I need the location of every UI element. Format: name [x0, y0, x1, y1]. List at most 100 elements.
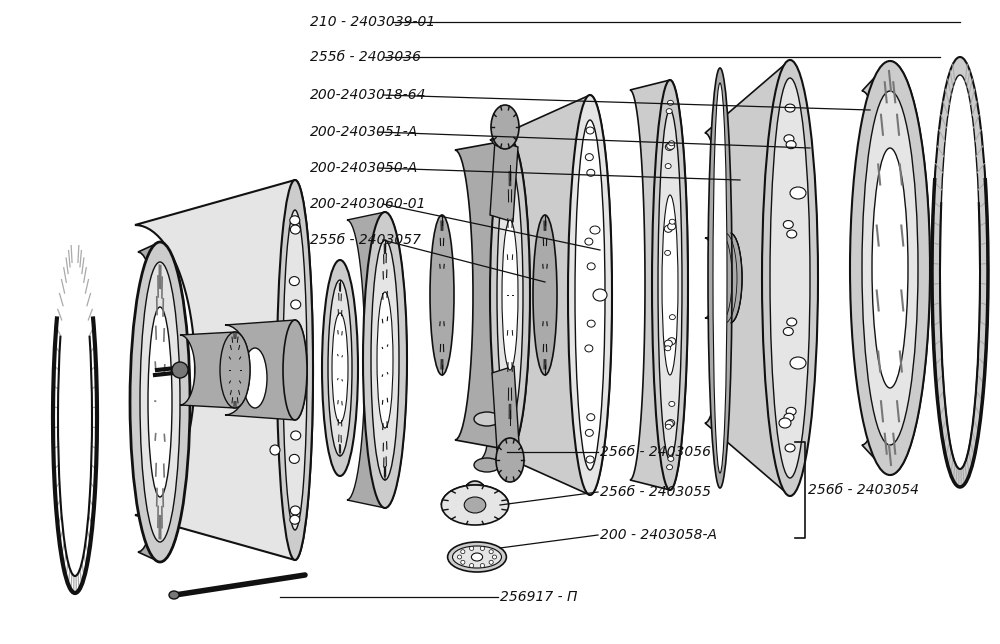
Polygon shape [138, 242, 190, 562]
Ellipse shape [784, 135, 794, 143]
Ellipse shape [667, 420, 675, 426]
Ellipse shape [652, 80, 688, 490]
Ellipse shape [585, 238, 593, 245]
Polygon shape [180, 332, 250, 408]
Ellipse shape [665, 424, 671, 429]
Ellipse shape [277, 180, 313, 560]
Ellipse shape [140, 262, 180, 542]
Ellipse shape [669, 219, 675, 224]
Ellipse shape [289, 276, 299, 285]
Ellipse shape [708, 68, 732, 488]
Ellipse shape [480, 547, 485, 551]
Ellipse shape [872, 148, 908, 388]
Text: 256917 - П: 256917 - П [500, 590, 577, 604]
Ellipse shape [786, 408, 796, 415]
Text: 255б - 2403057: 255б - 2403057 [310, 233, 421, 247]
Ellipse shape [665, 164, 671, 169]
Text: 210 - 2403039-01: 210 - 2403039-01 [310, 15, 435, 29]
Ellipse shape [290, 515, 300, 524]
Ellipse shape [148, 307, 172, 497]
Ellipse shape [502, 220, 518, 370]
Polygon shape [455, 140, 530, 450]
Ellipse shape [575, 120, 605, 470]
Ellipse shape [658, 110, 682, 460]
Ellipse shape [787, 230, 797, 238]
Ellipse shape [328, 280, 352, 456]
Ellipse shape [586, 127, 594, 134]
Ellipse shape [667, 142, 675, 149]
Ellipse shape [785, 104, 795, 112]
Ellipse shape [480, 564, 485, 567]
Ellipse shape [587, 169, 595, 176]
Ellipse shape [270, 445, 280, 455]
Ellipse shape [568, 95, 612, 495]
Polygon shape [705, 233, 742, 323]
Ellipse shape [790, 187, 806, 199]
Ellipse shape [718, 233, 742, 323]
Ellipse shape [363, 212, 407, 508]
Polygon shape [441, 481, 509, 505]
Ellipse shape [668, 337, 676, 345]
Text: 200-2403050-А: 200-2403050-А [310, 161, 418, 175]
Ellipse shape [587, 413, 595, 421]
Ellipse shape [762, 60, 818, 496]
Ellipse shape [790, 357, 806, 369]
Ellipse shape [783, 327, 793, 336]
Ellipse shape [713, 83, 727, 473]
Ellipse shape [669, 401, 675, 406]
Ellipse shape [464, 497, 486, 513]
Polygon shape [135, 180, 313, 560]
Polygon shape [347, 212, 407, 508]
Ellipse shape [940, 75, 980, 469]
Ellipse shape [461, 560, 465, 564]
Text: 255б - 2403036: 255б - 2403036 [310, 50, 421, 64]
Ellipse shape [290, 216, 300, 225]
Ellipse shape [664, 340, 672, 347]
Ellipse shape [491, 105, 519, 149]
Ellipse shape [441, 485, 509, 525]
Text: 200-2403018-64: 200-2403018-64 [310, 88, 426, 102]
Ellipse shape [585, 345, 593, 352]
Ellipse shape [786, 140, 796, 149]
Ellipse shape [283, 320, 307, 420]
Ellipse shape [770, 78, 810, 478]
Text: 256б - 2403054: 256б - 2403054 [808, 483, 919, 497]
Ellipse shape [322, 260, 358, 476]
Ellipse shape [490, 140, 530, 450]
Ellipse shape [665, 144, 673, 151]
Ellipse shape [665, 421, 673, 428]
Text: 256б - 2403056: 256б - 2403056 [600, 445, 711, 459]
Ellipse shape [779, 418, 791, 428]
Ellipse shape [587, 263, 595, 270]
Ellipse shape [593, 289, 607, 301]
Ellipse shape [850, 61, 930, 475]
Ellipse shape [452, 546, 502, 568]
Ellipse shape [785, 444, 795, 452]
Ellipse shape [666, 109, 672, 113]
Ellipse shape [665, 346, 671, 351]
Text: 256б - 2403055: 256б - 2403055 [600, 485, 711, 499]
Ellipse shape [289, 366, 299, 375]
Ellipse shape [492, 555, 497, 559]
Ellipse shape [448, 542, 506, 572]
Polygon shape [490, 95, 612, 495]
Ellipse shape [664, 225, 672, 232]
Text: 200-2403051-А: 200-2403051-А [310, 125, 418, 139]
Text: 200 - 2403058-А: 200 - 2403058-А [600, 528, 717, 542]
Ellipse shape [787, 318, 797, 326]
Ellipse shape [291, 431, 301, 440]
Ellipse shape [290, 225, 300, 234]
Ellipse shape [489, 560, 493, 564]
Ellipse shape [668, 223, 676, 230]
Ellipse shape [130, 242, 190, 562]
Ellipse shape [784, 413, 794, 421]
Ellipse shape [667, 100, 673, 106]
Ellipse shape [457, 555, 462, 559]
Ellipse shape [471, 553, 483, 561]
Polygon shape [630, 80, 688, 490]
Polygon shape [705, 60, 815, 496]
Ellipse shape [469, 547, 474, 551]
Ellipse shape [220, 332, 250, 408]
Ellipse shape [283, 210, 307, 530]
Polygon shape [492, 366, 519, 450]
